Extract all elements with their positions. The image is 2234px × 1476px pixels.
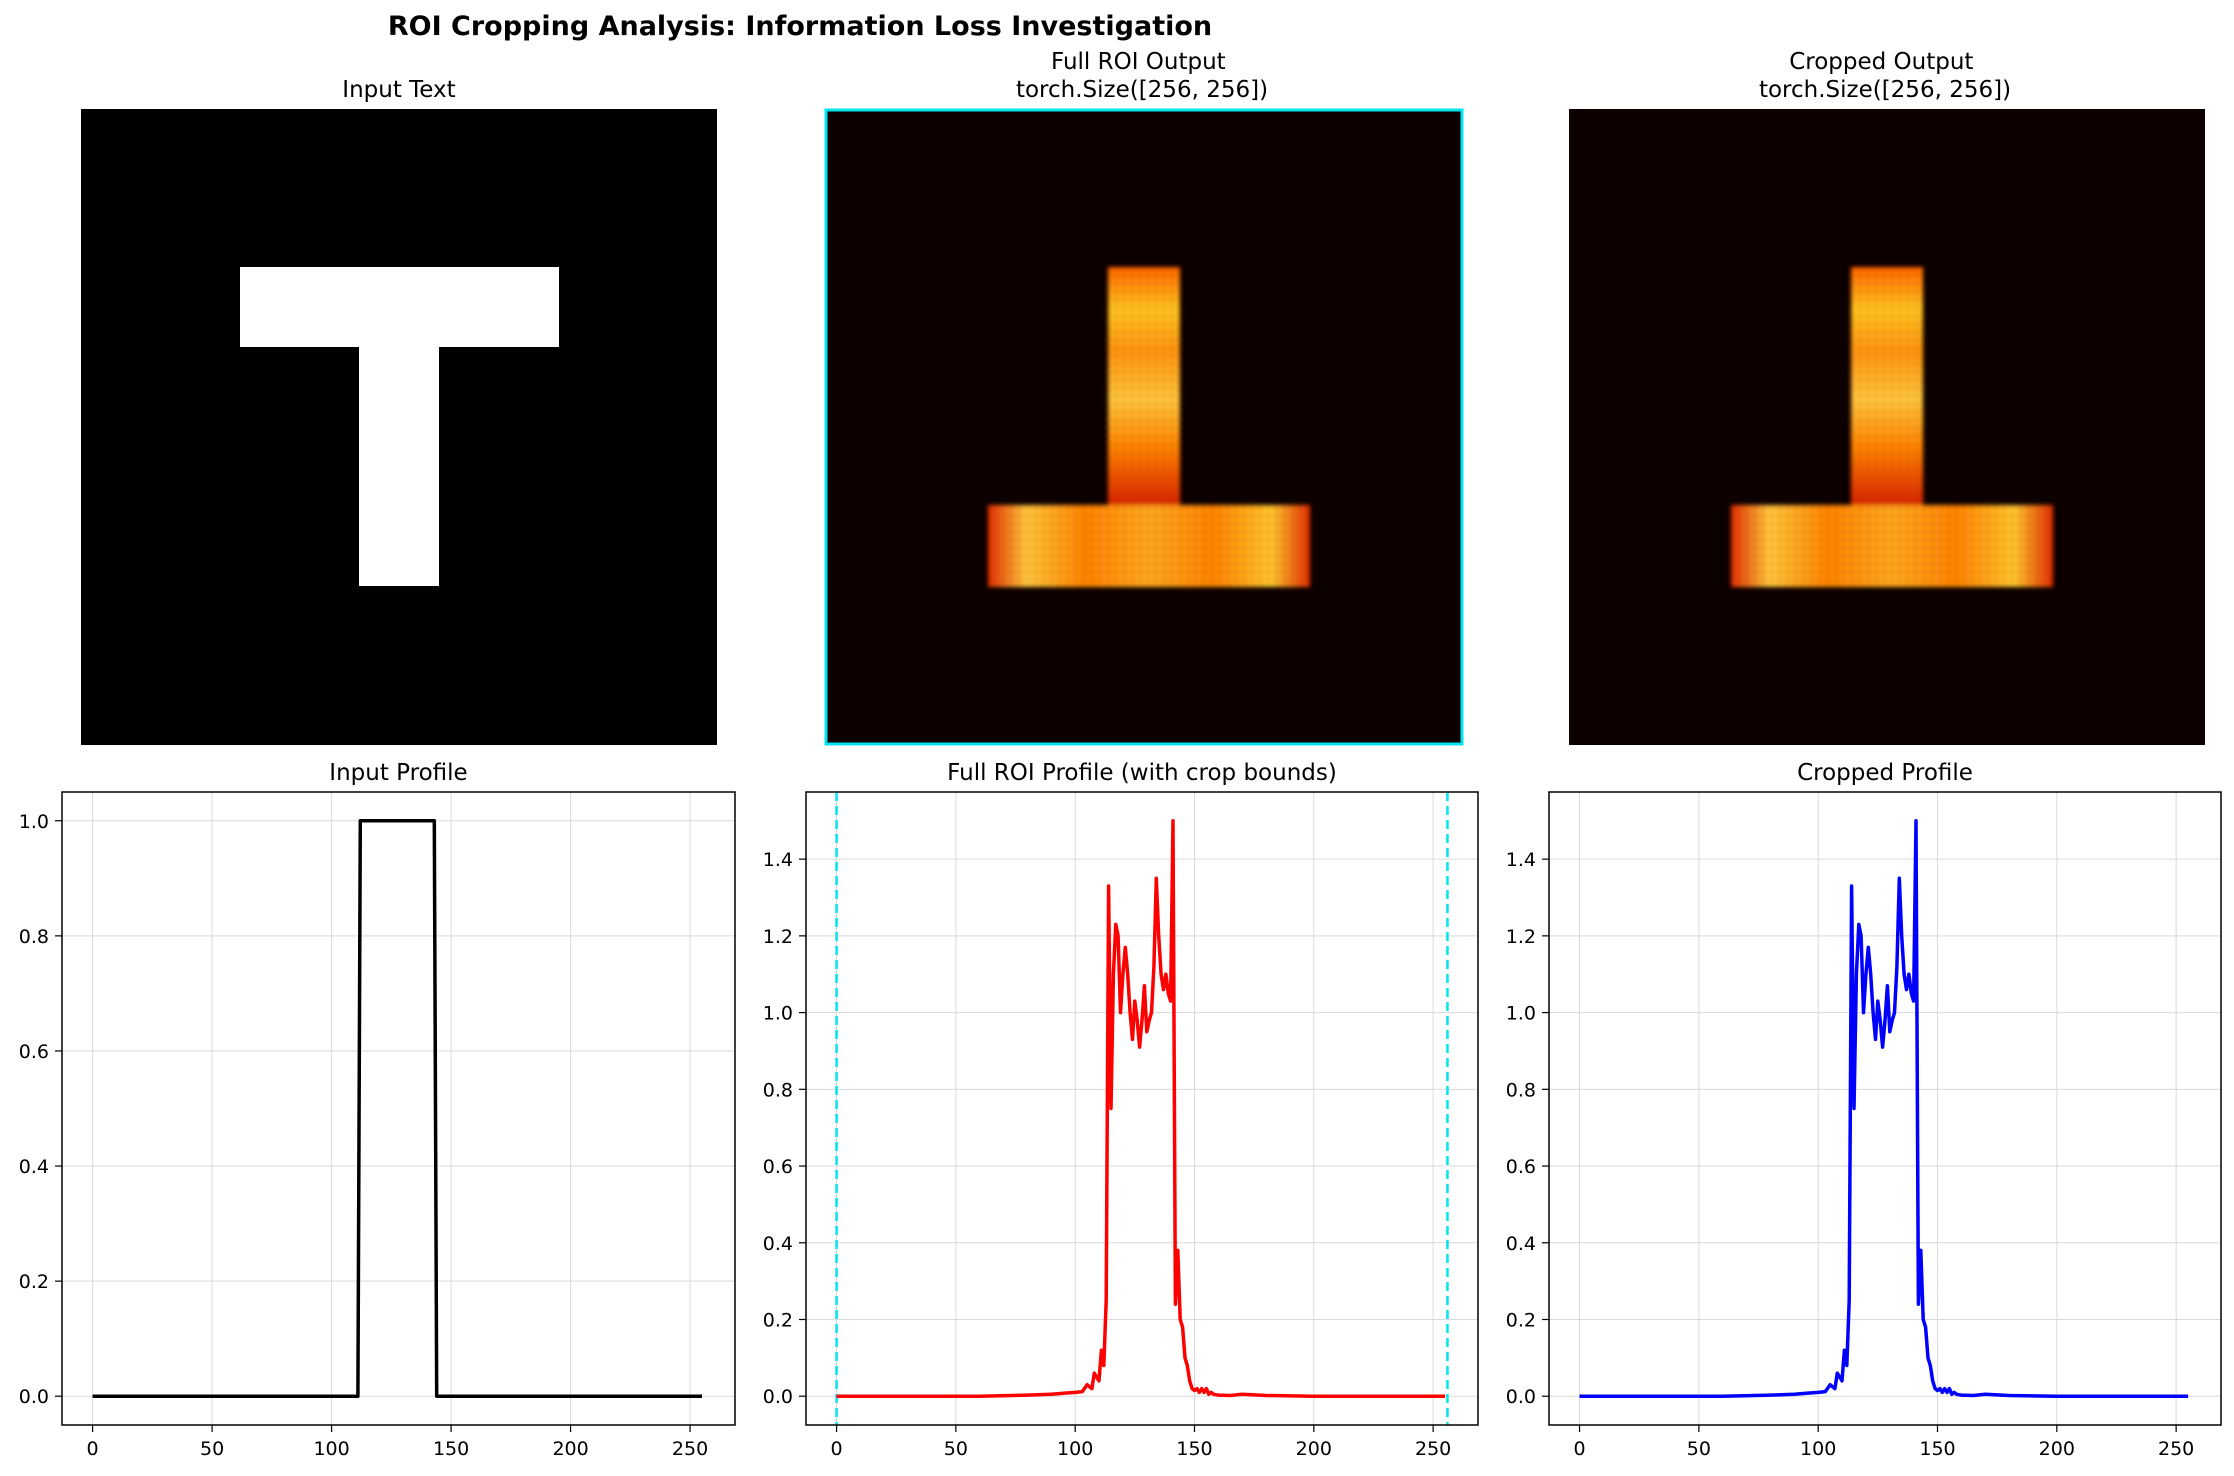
plot-cropped-profile: Cropped Profile 0 50 100 150 200 250 0.0 0.2 0.4 0…: [1506, 760, 2222, 1460]
plot-input-profile: Input Profile 0 50 100 150 200 250 0.0 0.2 0.4 0.6…: [19, 760, 736, 1460]
y-tick-label: 0.0: [19, 1386, 49, 1408]
image-title-full-roi-line1: Full ROI Output: [1051, 49, 1226, 75]
y-tick-label: 1.0: [1506, 1003, 1536, 1025]
image-title-input: Input Text: [342, 77, 455, 103]
x-tick-label: 0: [87, 1438, 99, 1460]
cropped-letter: [1731, 267, 2053, 587]
x-tick-label: 200: [1296, 1438, 1332, 1460]
y-tick-label: 0.6: [763, 1156, 793, 1178]
y-tick-label: 1.4: [1506, 849, 1536, 871]
x-tick-label: 150: [1176, 1438, 1212, 1460]
plot-title: Cropped Profile: [1797, 760, 1973, 786]
crop-bounds-frame: [824, 108, 1464, 746]
y-tick-label: 0.4: [19, 1156, 49, 1178]
x-tick-label: 150: [1919, 1438, 1955, 1460]
y-tick-label: 1.0: [763, 1003, 793, 1025]
x-tick-label: 200: [552, 1438, 588, 1460]
image-title-cropped-line1: Cropped Output: [1789, 49, 1973, 75]
input-letter-bar: [240, 267, 559, 347]
image-title-full-roi-line2: torch.Size([256, 256]): [1016, 77, 1268, 103]
x-tick-label: 250: [1415, 1438, 1451, 1460]
x-tick-label: 100: [1057, 1438, 1093, 1460]
plot-title: Full ROI Profile (with crop bounds): [947, 760, 1337, 786]
image-panel-cropped: Cropped Output torch.Size([256, 256]): [1569, 49, 2205, 745]
y-tick-label: 1.0: [19, 811, 49, 833]
y-tick-label: 0.8: [19, 926, 49, 948]
x-tick-label: 100: [313, 1438, 349, 1460]
cropped-letter-texture-bar: [1731, 505, 2053, 587]
series-line: [836, 819, 1446, 1398]
y-tick-label: 1.2: [1506, 926, 1536, 948]
input-letter-stem: [359, 347, 439, 586]
series-line: [92, 819, 702, 1398]
x-tick-label: 100: [1800, 1438, 1836, 1460]
full-roi-letter: [988, 267, 1310, 587]
axes-frame: [61, 791, 736, 1426]
x-tick-label: 150: [433, 1438, 469, 1460]
y-tick-label: 0.0: [1506, 1386, 1536, 1408]
image-title-cropped-line2: torch.Size([256, 256]): [1759, 77, 2011, 103]
series-line: [1579, 819, 2189, 1398]
y-tick-label: 0.6: [19, 1041, 49, 1063]
x-tick-label: 250: [672, 1438, 708, 1460]
x-tick-label: 250: [2158, 1438, 2194, 1460]
image-panel-input: Input Text: [81, 77, 717, 745]
cropped-letter-texture-stem: [1851, 267, 1923, 507]
image-title-cropped: Cropped Output torch.Size([256, 256]): [1759, 49, 2011, 103]
plot-full-roi-profile: Full ROI Profile (with crop bounds) 0 50 10…: [763, 760, 1479, 1460]
image-title-full-roi: Full ROI Output torch.Size([256, 256]): [1016, 49, 1268, 103]
x-tick-label: 50: [1687, 1438, 1711, 1460]
y-tick-label: 0.8: [1506, 1079, 1536, 1101]
x-tick-label: 200: [2039, 1438, 2075, 1460]
x-tick-label: 50: [200, 1438, 224, 1460]
y-tick-label: 0.8: [763, 1079, 793, 1101]
y-tick-label: 0.0: [763, 1386, 793, 1408]
figure-title: ROI Cropping Analysis: Information Loss …: [388, 11, 1212, 42]
y-tick-label: 0.2: [1506, 1310, 1536, 1332]
y-tick-label: 0.4: [1506, 1233, 1536, 1255]
y-tick-label: 0.2: [763, 1310, 793, 1332]
y-tick-label: 0.6: [1506, 1156, 1536, 1178]
x-tick-label: 0: [1573, 1438, 1585, 1460]
y-tick-label: 0.4: [763, 1233, 793, 1255]
y-tick-label: 1.4: [763, 849, 793, 871]
full-roi-letter-texture-bar: [988, 505, 1310, 587]
axes-frame: [805, 791, 1479, 1426]
y-tick-label: 1.2: [763, 926, 793, 948]
plot-title: Input Profile: [329, 760, 467, 786]
full-roi-letter-texture-stem: [1108, 267, 1180, 507]
image-panel-full-roi: Full ROI Output torch.Size([256, 256]): [824, 49, 1464, 746]
y-tick-label: 0.2: [19, 1271, 49, 1293]
x-tick-label: 50: [944, 1438, 968, 1460]
axes-frame: [1548, 791, 2222, 1426]
x-tick-label: 0: [830, 1438, 842, 1460]
